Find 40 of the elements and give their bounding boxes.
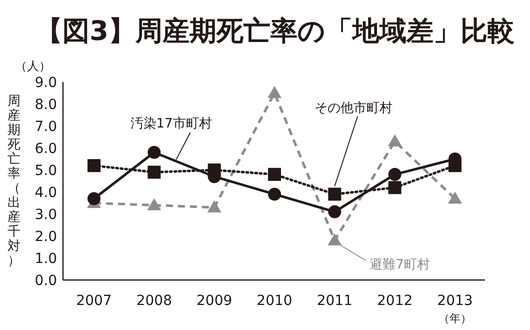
y-tick-label: 6.0 [34, 141, 57, 157]
x-tick-label: 2013 [437, 293, 473, 309]
point [268, 86, 282, 98]
point [388, 134, 402, 146]
y-tick-label: 0.0 [34, 273, 57, 289]
x-tick-label: 2011 [316, 293, 352, 309]
y-tick-label: 9.0 [34, 75, 57, 91]
x-tick-label: 2012 [377, 293, 413, 309]
point [88, 159, 100, 172]
text: （人） [15, 59, 51, 73]
point [328, 233, 342, 246]
series-label: 汚染17市町村 [130, 116, 212, 132]
y-tick-label: 8.0 [34, 97, 57, 113]
y-tick-label: 5.0 [34, 163, 57, 179]
x-tick-label: 2008 [136, 293, 172, 309]
point [88, 192, 100, 206]
y-tick-label: 7.0 [34, 119, 57, 135]
point [207, 200, 222, 212]
text: （年） [438, 312, 472, 325]
x-tick-label: 2007 [76, 293, 112, 309]
point [268, 188, 281, 201]
point [328, 188, 342, 201]
text: その他市町村 [314, 101, 393, 116]
y-tick-label: 3.0 [34, 207, 57, 223]
x-tick-label: 2009 [196, 293, 232, 309]
point [147, 198, 162, 210]
point [148, 166, 161, 179]
x-tick-label: 2010 [256, 293, 292, 309]
point [148, 146, 161, 159]
point [268, 168, 281, 181]
text: 避難7町村 [370, 257, 430, 272]
y-tick-label: 4.0 [34, 185, 57, 201]
point [388, 181, 402, 194]
point [448, 192, 462, 204]
text: 周産期死亡率（出産千対） [8, 94, 20, 268]
y-tick-label: 2.0 [34, 229, 57, 245]
point [388, 168, 402, 181]
y-tick-label: 1.0 [34, 251, 57, 267]
chart-title: 【図3】周産期死亡率の「地域差」比較 [36, 16, 516, 47]
point [328, 205, 342, 218]
